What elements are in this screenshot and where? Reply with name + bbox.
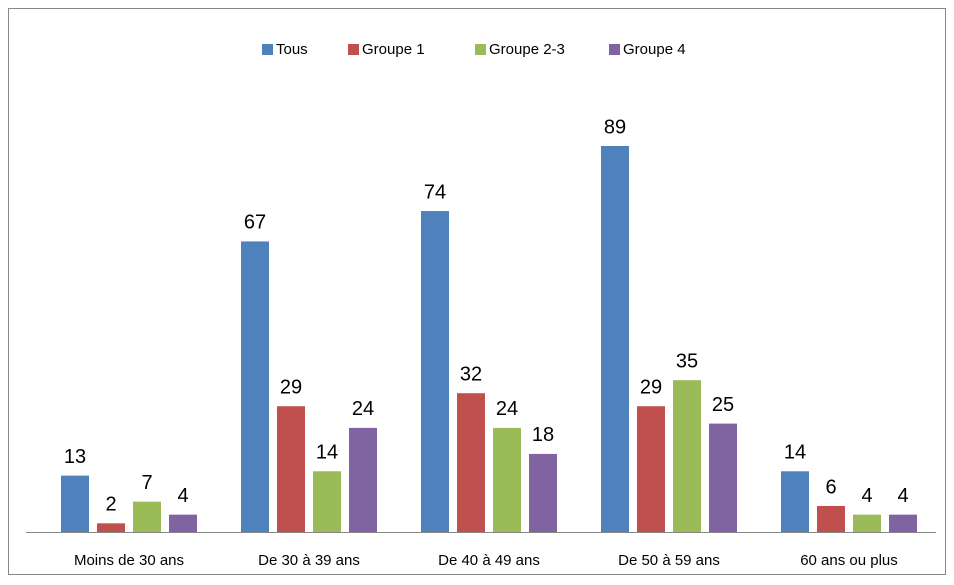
data-label: 14 (316, 442, 338, 464)
bar (853, 514, 881, 532)
bar (637, 406, 665, 532)
bar (277, 406, 305, 532)
bar (97, 523, 125, 532)
legend-swatch (475, 44, 486, 55)
data-label: 24 (496, 398, 518, 420)
bar (313, 471, 341, 532)
bar (673, 380, 701, 532)
bar (529, 453, 557, 532)
bar (493, 427, 521, 532)
x-tick-label: De 40 à 49 ans (438, 552, 540, 569)
bar (133, 501, 161, 532)
x-tick-label: Moins de 30 ans (74, 552, 184, 569)
x-tick-label: De 30 à 39 ans (258, 552, 360, 569)
data-label: 35 (676, 350, 698, 372)
data-label: 24 (352, 398, 374, 420)
data-label: 89 (604, 116, 626, 138)
data-label: 67 (244, 212, 266, 234)
bar (457, 393, 485, 532)
legend-swatch (262, 44, 273, 55)
bar (61, 475, 89, 532)
bar (817, 505, 845, 532)
data-label: 32 (460, 363, 482, 385)
legend-label: Groupe 1 (362, 41, 425, 58)
bar (169, 514, 197, 532)
data-label: 29 (640, 377, 662, 399)
data-label: 4 (861, 485, 872, 507)
x-tick-label: De 50 à 59 ans (618, 552, 720, 569)
data-label: 29 (280, 377, 302, 399)
x-tick-label: 60 ans ou plus (800, 552, 898, 569)
data-label: 13 (64, 446, 86, 468)
legend-swatch (609, 44, 620, 55)
data-label: 4 (177, 485, 188, 507)
bar (781, 471, 809, 532)
bar (349, 427, 377, 532)
data-label: 14 (784, 442, 806, 464)
data-label: 18 (532, 424, 554, 446)
bar (709, 423, 737, 532)
legend-swatch (348, 44, 359, 55)
legend-label: Groupe 4 (623, 41, 686, 58)
legend-label: Groupe 2-3 (489, 41, 565, 58)
bar (241, 241, 269, 533)
data-label: 25 (712, 394, 734, 416)
bar (421, 211, 449, 532)
legend-label: Tous (276, 41, 308, 58)
data-label: 4 (897, 485, 908, 507)
data-label: 2 (105, 494, 116, 516)
bar (889, 514, 917, 532)
data-label: 74 (424, 181, 446, 203)
data-label: 6 (825, 476, 836, 498)
bar (601, 146, 629, 532)
data-label: 7 (141, 472, 152, 494)
